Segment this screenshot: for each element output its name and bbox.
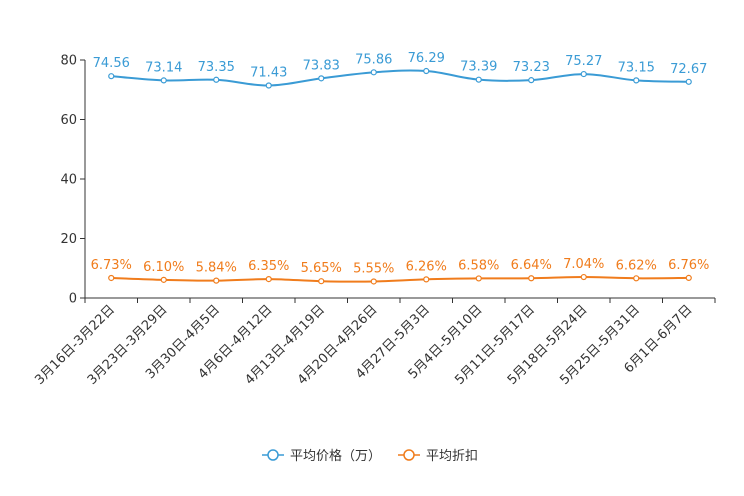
data-label: 74.56 (93, 56, 130, 71)
data-label: 6.76% (668, 258, 709, 273)
legend-marker-icon (267, 449, 279, 461)
data-label: 72.67 (670, 62, 707, 77)
y-tick-label: 60 (60, 113, 77, 128)
y-tick-label: 0 (69, 292, 77, 307)
data-label: 6.62% (616, 258, 657, 273)
legend-label: 平均价格（万） (290, 448, 381, 464)
data-label: 75.27 (565, 54, 602, 69)
data-point[interactable] (685, 78, 692, 85)
legend[interactable]: 平均价格（万） 平均折扣 (262, 448, 478, 464)
y-tick-label: 80 (60, 54, 77, 69)
data-point[interactable] (528, 275, 535, 282)
data-point[interactable] (633, 275, 640, 282)
data-label: 76.29 (408, 51, 445, 66)
data-label: 71.43 (250, 65, 287, 80)
data-label: 73.83 (303, 58, 340, 73)
data-point[interactable] (528, 77, 535, 84)
data-label: 5.84% (196, 261, 237, 276)
data-label: 73.39 (460, 60, 497, 75)
legend-item[interactable]: 平均折扣 (398, 449, 478, 464)
axes: 0204060803月16日-3月22日3月23日-3月29日3月30日-4月5… (32, 54, 716, 388)
data-label: 6.64% (511, 258, 552, 273)
data-point[interactable] (580, 273, 587, 281)
data-point[interactable] (318, 278, 325, 285)
data-point[interactable] (370, 278, 377, 285)
data-label: 73.15 (618, 60, 655, 75)
y-tick-label: 20 (60, 232, 77, 247)
data-point[interactable] (580, 70, 587, 78)
data-point[interactable] (108, 274, 115, 282)
data-point[interactable] (160, 276, 167, 283)
data-label: 73.14 (145, 60, 182, 75)
data-point[interactable] (265, 276, 272, 283)
series-layer: 74.56 73.14 73.35 71.43 73.83 75.86 76.29 73.39… (91, 51, 709, 285)
data-label: 73.23 (513, 60, 550, 75)
data-label: 6.26% (406, 259, 447, 274)
data-point[interactable] (423, 276, 430, 283)
data-point[interactable] (160, 77, 167, 84)
data-label: 73.35 (198, 60, 235, 75)
data-label: 5.65% (301, 261, 342, 276)
data-point[interactable] (475, 275, 482, 282)
data-point[interactable] (213, 277, 220, 284)
series-line (111, 276, 689, 283)
data-point[interactable] (370, 69, 377, 76)
legend-label: 平均折扣 (426, 449, 478, 464)
data-point[interactable] (423, 67, 430, 75)
series-line (111, 69, 689, 87)
y-tick-label: 40 (60, 173, 77, 188)
legend-marker-icon (403, 449, 415, 461)
series-2: 6.73% 6.10% 5.84% 6.35% 5.65% 5.55% 6.26% 6.58%… (91, 257, 709, 285)
data-point[interactable] (475, 76, 482, 83)
series-1: 74.56 73.14 73.35 71.43 73.83 75.86 76.29 73.39… (93, 51, 707, 89)
data-label: 6.58% (458, 258, 499, 273)
data-point[interactable] (318, 75, 325, 82)
data-label: 6.73% (91, 258, 132, 273)
data-point[interactable] (213, 76, 220, 83)
legend-item[interactable]: 平均价格（万） (262, 448, 381, 464)
data-label: 6.10% (143, 260, 184, 275)
data-point[interactable] (633, 77, 640, 84)
data-label: 5.55% (353, 261, 394, 276)
data-point[interactable] (108, 73, 115, 80)
data-point[interactable] (265, 82, 272, 89)
data-label: 6.35% (248, 259, 289, 274)
data-label: 75.86 (355, 52, 392, 67)
data-point[interactable] (685, 274, 692, 281)
data-label: 7.04% (563, 257, 604, 272)
